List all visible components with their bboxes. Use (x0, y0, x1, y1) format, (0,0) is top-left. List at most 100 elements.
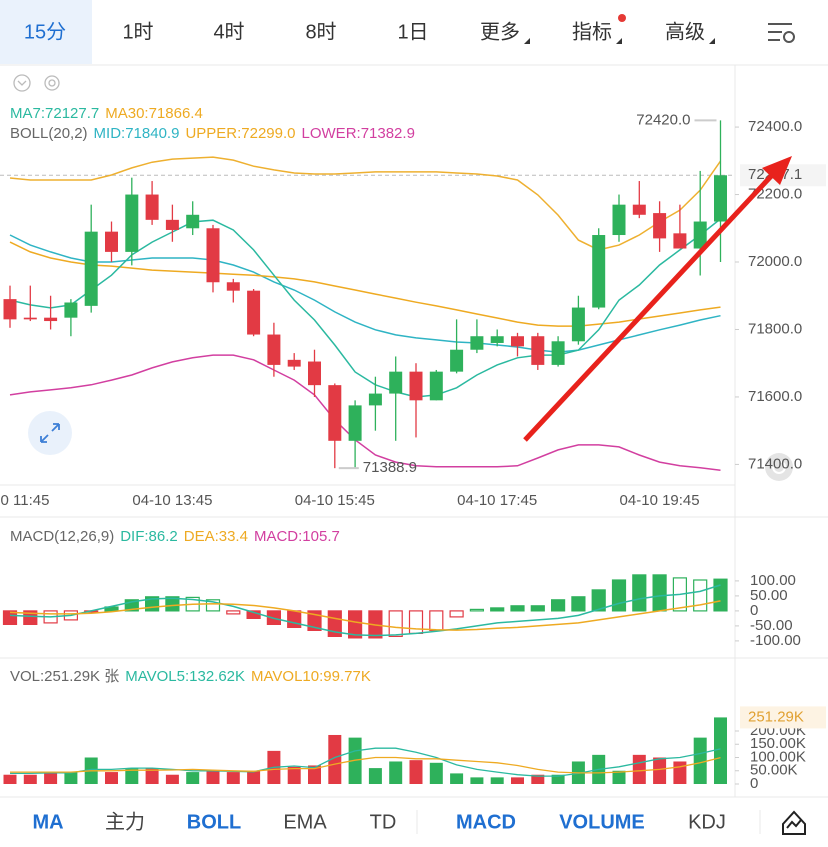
y-tick-label: 50.00K (750, 762, 798, 779)
volume-bar (125, 768, 139, 784)
y-tick-label: 72000.0 (748, 253, 802, 270)
reset-button[interactable] (765, 453, 793, 481)
indicator-tab[interactable]: MA (32, 811, 63, 833)
volume-bar (3, 774, 17, 784)
macd-bar (530, 605, 545, 612)
candle-body (511, 336, 524, 347)
volume-bar (328, 734, 342, 784)
volume-bar (368, 768, 382, 784)
candle-body (632, 204, 646, 215)
candle-body (592, 235, 606, 308)
timeframe-tab[interactable]: 更多 (480, 20, 520, 43)
expand-button[interactable] (28, 411, 72, 455)
candle-body (267, 334, 281, 365)
macd-bar (591, 589, 606, 612)
x-tick-label: 04-10 17:45 (457, 492, 537, 509)
candle-body (125, 194, 139, 252)
candle-body (206, 228, 220, 283)
volume-bar (247, 770, 261, 784)
candle-body (23, 317, 37, 320)
legend-item: MAVOL5:132.62K (125, 668, 245, 685)
macd-bar (571, 596, 586, 612)
volume-bar (673, 761, 687, 784)
candle-body (409, 371, 423, 401)
timeframe-tab[interactable]: 高级 (665, 20, 705, 43)
volume-bar (693, 737, 707, 784)
macd-bar (713, 578, 728, 612)
volume-bar (511, 777, 524, 784)
macd-bar (205, 599, 221, 612)
indicator-line (9, 584, 721, 637)
indicator-tab[interactable]: TD (370, 811, 397, 833)
candle-body (247, 290, 261, 335)
y-tick-label: 0 (750, 775, 758, 792)
macd-bar (469, 608, 484, 612)
indicator-tab[interactable]: BOLL (187, 811, 241, 833)
indicator-line (9, 218, 721, 398)
volume-bar (429, 762, 443, 784)
indicator-tab[interactable]: MACD (456, 811, 516, 833)
candle-body (3, 299, 17, 320)
indicator-tab[interactable]: EMA (283, 811, 327, 833)
candle-body (470, 336, 484, 350)
y-tick-label: 100.00K (750, 748, 806, 765)
timeframe-tab[interactable]: 1时 (122, 20, 153, 43)
settings-icon[interactable] (768, 23, 795, 43)
volume-bar (145, 768, 159, 784)
volume-last-label: 251.29K (748, 708, 804, 725)
indicator-line (9, 600, 721, 631)
timeframe-tab[interactable]: 4时 (213, 20, 244, 43)
macd-bar (510, 605, 525, 612)
legend-item: VOL:251.29K 张 (10, 668, 119, 685)
candle-body (673, 233, 687, 249)
volume-bar (409, 760, 423, 784)
volume-tag (740, 706, 826, 729)
legend-item: DEA:33.4 (184, 528, 248, 545)
drawing-tool-icon[interactable] (782, 810, 806, 835)
volume-bar (714, 717, 727, 784)
candle-body (531, 336, 545, 365)
volume-bar (23, 774, 37, 784)
macd-bar (348, 610, 363, 639)
macd-bar (652, 574, 667, 612)
candle-body (551, 341, 565, 365)
notification-dot (618, 14, 626, 22)
indicator-line (10, 756, 721, 774)
candle-body (328, 385, 342, 441)
candle-body (105, 231, 118, 252)
indicator-tab[interactable]: 主力 (105, 810, 145, 833)
macd-bar (287, 610, 302, 629)
volume-bar (531, 774, 545, 784)
x-tick-label: 04-10 19:45 (620, 492, 700, 509)
legend-item: BOLL(20,2) (10, 125, 88, 142)
indicator-tab[interactable]: KDJ (688, 811, 726, 833)
timeframe-tab[interactable]: 8时 (305, 20, 336, 43)
volume-bar (653, 757, 667, 784)
panel-icons[interactable] (13, 74, 60, 92)
y-tick-label: -100.00 (750, 632, 801, 649)
macd-bar (611, 579, 627, 612)
legend-item: MA30:71866.4 (105, 105, 203, 122)
y-tick-label: 71400.0 (748, 455, 802, 472)
legend-item: UPPER:72299.0 (185, 125, 295, 142)
volume-bar (206, 770, 220, 784)
indicator-tab[interactable]: VOLUME (559, 811, 645, 833)
candle-body (165, 219, 179, 230)
volume-bar (226, 772, 240, 784)
timeframe-tab[interactable]: 1日 (397, 21, 428, 43)
timeframe-tab[interactable]: 指标 (572, 20, 612, 43)
macd-bar (490, 607, 505, 612)
legend-item: DIF:86.2 (120, 528, 178, 545)
macd-bar (165, 596, 180, 612)
volume-bar (287, 766, 301, 784)
legend-item: LOWER:71382.9 (302, 125, 415, 142)
candle-body (490, 336, 504, 343)
macd-bar (226, 610, 241, 615)
candle-body (145, 194, 159, 220)
legend-item: MA7:72127.7 (10, 105, 99, 122)
timeframe-tab[interactable]: 15分 (24, 20, 66, 43)
volume-bar (64, 772, 78, 784)
macd-bar (449, 610, 464, 618)
candle-body (308, 361, 321, 386)
candle-body (44, 317, 58, 322)
